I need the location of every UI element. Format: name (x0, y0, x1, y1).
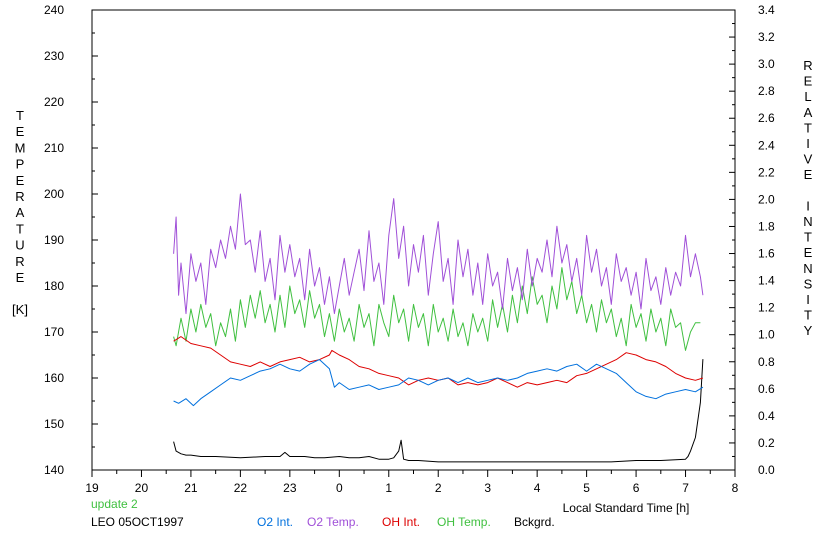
legend-oh-temp: OH Temp. (437, 515, 491, 529)
series-line-bckgrd (173, 359, 704, 463)
right-axis-title-letter: V (804, 152, 813, 167)
left-tick-label: 230 (44, 49, 64, 63)
right-tick-label: 2.6 (758, 111, 775, 125)
left-tick-label: 240 (44, 3, 64, 17)
left-axis-title-letter: E (16, 270, 25, 285)
left-tick-label: 180 (44, 279, 64, 293)
right-tick-label: 0.4 (758, 409, 775, 423)
legend-bckgrd: Bckgrd. (514, 515, 555, 529)
right-tick-label: 1.4 (758, 274, 775, 288)
right-tick-label: 3.0 (758, 57, 775, 71)
x-tick-label: 2 (435, 481, 442, 495)
x-tick-label: 1 (385, 481, 392, 495)
right-axis-title-letter: R (803, 58, 812, 73)
right-axis-title-letter: N (803, 261, 812, 276)
legend-oh-int: OH Int. (382, 515, 420, 529)
right-axis-title-letter: I (806, 292, 810, 307)
x-tick-label: 0 (336, 481, 343, 495)
x-axis-title: Local Standard Time [h] (563, 501, 690, 515)
left-axis: 140 150 160 170 180 190 200 210 220 230 240 (44, 3, 98, 477)
left-tick-label: 220 (44, 95, 64, 109)
left-axis-title-letter: R (15, 254, 24, 269)
right-tick-label: 1.6 (758, 247, 775, 261)
right-axis: 0.0 0.2 0.4 0.6 0.8 1.0 1.2 1.4 1.6 1.8 2.0 2.2 2.4 2… (729, 3, 775, 477)
x-tick-label: 19 (85, 481, 99, 495)
x-tick-label: 4 (534, 481, 541, 495)
right-axis-title-letter: T (804, 308, 812, 323)
right-axis-title-letter: S (804, 276, 813, 291)
right-tick-label: 0.8 (758, 355, 775, 369)
series-line-oh-int (173, 336, 704, 388)
legend-o2-int: O2 Int. (257, 515, 293, 529)
left-axis-title-letter: R (15, 189, 24, 204)
right-axis-title-letter: I (806, 136, 810, 151)
right-tick-label: 1.8 (758, 219, 775, 233)
right-axis-title-letter: T (804, 120, 812, 135)
right-tick-label: 1.0 (758, 328, 775, 342)
left-tick-label: 150 (44, 417, 64, 431)
left-axis-title-letter: U (15, 238, 24, 253)
right-tick-label: 3.4 (758, 3, 775, 17)
right-tick-label: 0.2 (758, 436, 775, 450)
left-axis-title-letter: P (16, 157, 25, 172)
right-axis-title-letter: L (804, 89, 811, 104)
left-axis-title-letter: M (15, 140, 26, 155)
left-axis-title-letter: E (16, 173, 25, 188)
left-axis-title-letter: T (16, 221, 24, 236)
left-axis-title-letter: A (16, 205, 25, 220)
left-tick-label: 170 (44, 325, 64, 339)
left-tick-label: 140 (44, 463, 64, 477)
right-tick-label: 0.6 (758, 382, 775, 396)
update-label: update 2 (91, 497, 138, 511)
legend-o2-temp: O2 Temp. (307, 515, 359, 529)
right-axis-title-letter: N (803, 214, 812, 229)
left-axis-unit: [K] (12, 302, 28, 317)
right-axis-title-letter: E (804, 245, 813, 260)
right-axis-title-letter: T (804, 230, 812, 245)
right-tick-label: 2.2 (758, 165, 775, 179)
left-tick-label: 190 (44, 233, 64, 247)
right-tick-label: 1.2 (758, 301, 775, 315)
series-line-o2-temp (173, 193, 704, 315)
x-tick-label: 20 (135, 481, 149, 495)
left-axis-title-letter: T (16, 108, 24, 123)
right-tick-label: 0.0 (758, 463, 775, 477)
series-layer (173, 193, 704, 463)
left-axis-title-letter: E (16, 124, 25, 139)
right-tick-label: 2.4 (758, 138, 775, 152)
x-tick-label: 7 (682, 481, 689, 495)
x-tick-label: 8 (732, 481, 739, 495)
right-tick-label: 2.0 (758, 192, 775, 206)
x-tick-label: 6 (633, 481, 640, 495)
series-line-oh-temp (173, 267, 701, 351)
right-axis-title-letter: E (804, 74, 813, 89)
right-axis-title-letter: Y (804, 323, 813, 338)
station-date: LEO 05OCT1997 (91, 515, 184, 529)
right-axis-title-letter: A (804, 105, 813, 120)
series-line-o2-int (173, 359, 704, 407)
x-tick-label: 21 (184, 481, 198, 495)
left-tick-label: 210 (44, 141, 64, 155)
x-tick-label: 5 (583, 481, 590, 495)
x-tick-label: 23 (283, 481, 297, 495)
right-axis-title-letter: E (804, 167, 813, 182)
left-tick-label: 200 (44, 187, 64, 201)
x-tick-label: 3 (484, 481, 491, 495)
right-tick-label: 2.8 (758, 84, 775, 98)
x-axis: 19 20 21 22 23 0 1 2 3 4 5 6 7 8 (85, 470, 739, 495)
x-tick-label: 22 (234, 481, 248, 495)
left-tick-label: 160 (44, 371, 64, 385)
right-axis-title-letter: I (806, 198, 810, 213)
right-tick-label: 3.2 (758, 30, 775, 44)
